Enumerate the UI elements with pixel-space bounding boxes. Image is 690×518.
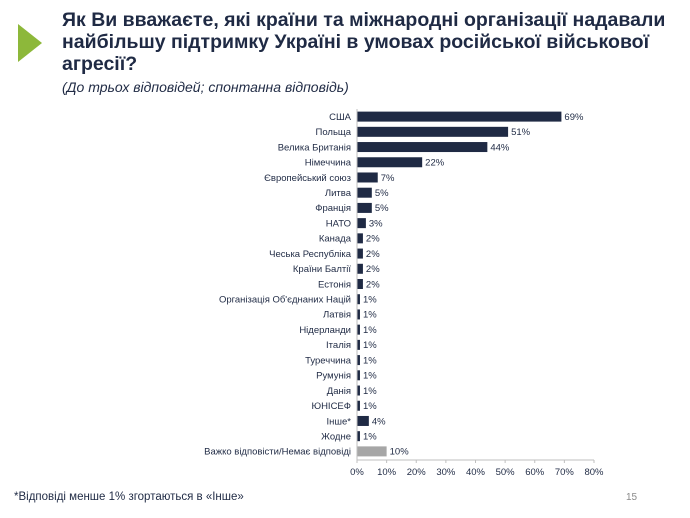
bar — [357, 446, 387, 457]
bar — [357, 385, 360, 396]
bar — [357, 431, 360, 442]
category-label: ЮНІСЕФ — [311, 401, 351, 412]
category-label: Туреччина — [305, 355, 352, 366]
value-label: 1% — [363, 295, 377, 306]
value-label: 2% — [366, 279, 380, 290]
category-label: Велика Британія — [278, 142, 351, 153]
value-label: 1% — [363, 325, 377, 336]
value-label: 2% — [366, 249, 380, 260]
value-label: 51% — [511, 127, 531, 138]
x-tick-label: 20% — [407, 467, 427, 478]
category-label: Німеччина — [305, 158, 352, 169]
page-subtitle: (До трьох відповідей; спонтанна відповід… — [62, 79, 349, 95]
bar — [357, 294, 360, 305]
bar — [357, 263, 363, 274]
bar — [357, 157, 423, 168]
arrow-icon — [18, 24, 42, 62]
bar-chart: США 69% Польща 51% Велика Британія 44% Німеччи… — [204, 109, 604, 478]
value-label: 1% — [363, 355, 377, 366]
category-label: НАТО — [326, 218, 351, 229]
category-label: Канада — [319, 234, 352, 245]
x-tick-label: 70% — [555, 467, 575, 478]
bar — [357, 142, 488, 153]
bar — [357, 248, 363, 259]
x-tick-label: 0% — [350, 467, 364, 478]
category-label: Естонія — [318, 279, 351, 290]
value-label: 44% — [490, 142, 510, 153]
value-label: 69% — [564, 112, 584, 123]
value-label: 22% — [425, 158, 445, 169]
category-label: Інше* — [327, 416, 352, 427]
page-number: 15 — [626, 492, 638, 503]
bar — [357, 324, 360, 335]
value-label: 1% — [363, 310, 377, 321]
category-label: Чеська Республіка — [269, 249, 352, 260]
bar — [357, 309, 360, 320]
bar — [357, 111, 562, 122]
category-label: Країни Балтії — [293, 264, 351, 275]
value-label: 4% — [372, 416, 386, 427]
bar — [357, 233, 363, 244]
category-label: Франція — [315, 203, 351, 214]
x-tick-label: 10% — [377, 467, 397, 478]
bar — [357, 415, 369, 426]
category-label: Жодне — [321, 431, 351, 442]
value-label: 1% — [363, 386, 377, 397]
bar — [357, 370, 360, 381]
bar — [357, 355, 360, 366]
x-tick-label: 60% — [525, 467, 545, 478]
value-label: 2% — [366, 264, 380, 275]
value-label: 1% — [363, 431, 377, 442]
category-label: Румунія — [316, 371, 351, 382]
value-label: 10% — [390, 447, 410, 458]
category-label: Латвія — [323, 310, 351, 321]
value-label: 1% — [363, 371, 377, 382]
category-label: Литва — [325, 188, 352, 199]
page-title: Як Ви вважаєте, які країни та міжнародні… — [62, 9, 666, 75]
value-label: 2% — [366, 234, 380, 245]
x-tick-label: 30% — [436, 467, 456, 478]
bar — [357, 172, 378, 183]
value-label: 1% — [363, 401, 377, 412]
bar — [357, 339, 360, 350]
category-label: Італія — [326, 340, 351, 351]
category-label: Європейський союз — [264, 173, 351, 184]
bar — [357, 187, 372, 198]
footnote: *Відповіді менше 1% згортаються в «Інше» — [14, 491, 244, 503]
value-label: 5% — [375, 188, 389, 199]
value-label: 3% — [369, 218, 383, 229]
x-tick-label: 80% — [584, 467, 604, 478]
bar — [357, 126, 509, 137]
value-label: 1% — [363, 340, 377, 351]
category-label: Нідерланди — [299, 325, 351, 336]
bar — [357, 218, 366, 229]
category-label: США — [329, 112, 352, 123]
x-tick-label: 40% — [466, 467, 486, 478]
bar — [357, 279, 363, 289]
value-label: 5% — [375, 203, 389, 214]
value-label: 7% — [381, 173, 395, 184]
category-label: Польща — [316, 127, 352, 138]
bar — [357, 400, 360, 411]
category-label: Данія — [327, 386, 351, 397]
bar — [357, 202, 372, 213]
category-label: Важко відповісти/Немає відповіді — [204, 447, 351, 458]
category-label: Організація Об'єднаних Націй — [219, 295, 351, 306]
x-tick-label: 50% — [496, 467, 516, 478]
